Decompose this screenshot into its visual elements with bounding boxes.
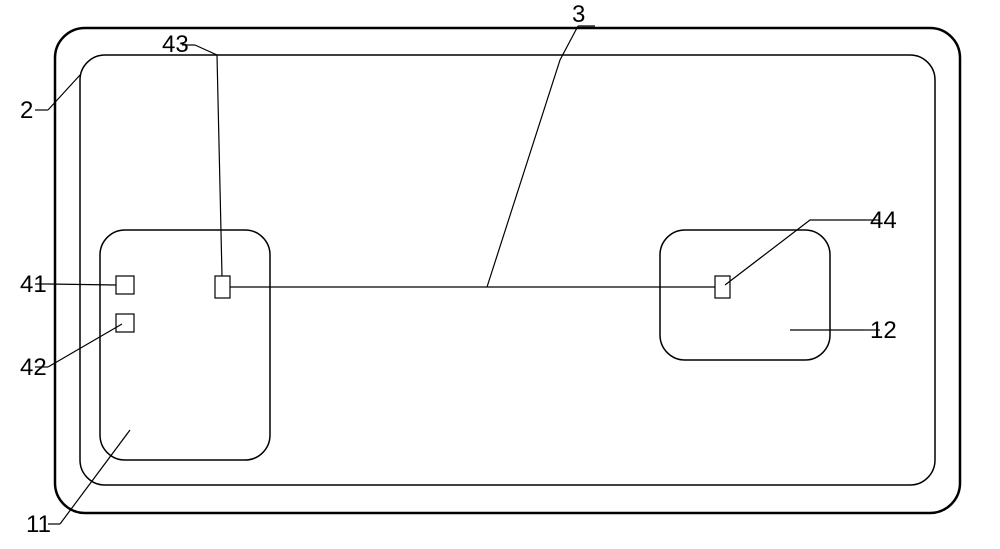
- left-block: [100, 230, 270, 460]
- label-12: 12: [870, 317, 897, 344]
- right-block: [660, 230, 830, 360]
- label-3: 3: [572, 1, 585, 28]
- label-42: 42: [20, 354, 47, 381]
- leader-3: [487, 26, 578, 287]
- label-41: 41: [20, 271, 47, 298]
- leader-2: [48, 75, 80, 110]
- small-rect-41: [116, 276, 134, 294]
- leader-42: [48, 324, 122, 367]
- small-rect-43: [215, 276, 230, 298]
- label-2: 2: [20, 97, 33, 124]
- small-rect-42: [116, 314, 134, 332]
- label-43: 43: [162, 31, 189, 58]
- leader-11: [60, 430, 130, 524]
- label-11: 11: [26, 511, 51, 538]
- outer-frame: [55, 28, 960, 513]
- inner-frame: [80, 55, 935, 485]
- leader-41: [48, 284, 116, 285]
- label-44: 44: [870, 207, 897, 234]
- small-rect-44: [715, 276, 730, 298]
- leader-43: [195, 45, 222, 276]
- diagram-canvas: 2 3 11 12 41 42 43 44: [0, 0, 1000, 549]
